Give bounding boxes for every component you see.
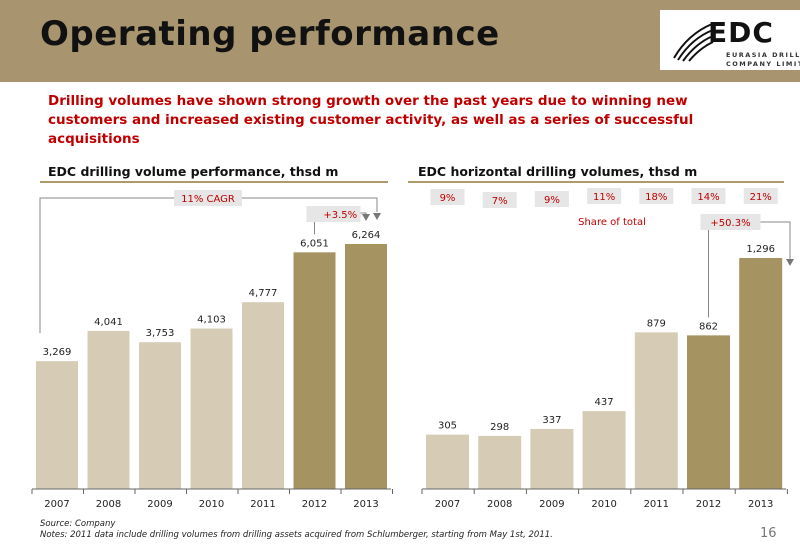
- cagr-badge-bg: [174, 190, 242, 206]
- left-bar-2009: [139, 342, 181, 489]
- share-badge-2010: 11%: [593, 192, 615, 203]
- page-number: 16: [760, 526, 777, 541]
- footnote: Notes: 2011 data include drilling volume…: [40, 530, 553, 540]
- growth-arrow: [362, 214, 370, 221]
- right-value-label-2012: 862: [699, 321, 718, 332]
- swoosh-logo-icon: [673, 23, 714, 62]
- left-value-label-2010: 4,103: [197, 315, 226, 326]
- left-tick-label-2008: 2008: [96, 499, 121, 510]
- page-title: Operating performance: [40, 14, 500, 54]
- right-chart-rule: [408, 181, 784, 183]
- right-value-label-2010: 437: [595, 397, 614, 408]
- right-value-label-2009: 337: [542, 415, 561, 426]
- right-tick-label-2010: 2010: [591, 499, 616, 510]
- left-bar-2007: [36, 361, 78, 489]
- share-badge-bg-2012: [691, 188, 726, 204]
- header-bar: Operating performance EDC EURASIA DRILLI…: [0, 0, 800, 82]
- right-chart-title: EDC horizontal drilling volumes, thsd m: [418, 164, 698, 179]
- left-tick-label-2013: 2013: [353, 499, 378, 510]
- right-tick-label-2011: 2011: [644, 499, 669, 510]
- left-value-label-2008: 4,041: [94, 317, 123, 328]
- share-badge-bg-2010: [587, 188, 622, 204]
- left-value-label-2007: 3,269: [43, 347, 72, 358]
- right-tick-label-2012: 2012: [696, 499, 721, 510]
- right-value-label-2007: 305: [438, 421, 457, 432]
- left-bar-2013: [345, 244, 387, 489]
- share-badge-2007: 9%: [440, 193, 456, 204]
- left-tick-label-2011: 2011: [250, 499, 275, 510]
- right-tick-label-2009: 2009: [539, 499, 564, 510]
- growth-badge-right-text: +50.3%: [710, 218, 750, 229]
- growth-badge-bg: [306, 206, 361, 222]
- right-value-label-2008: 298: [490, 422, 509, 433]
- right-value-label-2011: 879: [647, 318, 666, 329]
- share-badge-bg-2007: [430, 189, 465, 205]
- share-badge-2009: 9%: [544, 195, 560, 206]
- share-badge-2011: 18%: [645, 192, 667, 203]
- left-bar-2012: [293, 252, 336, 489]
- share-badge-bg-2013: [743, 188, 778, 204]
- left-value-label-2013: 6,264: [352, 230, 381, 241]
- source-note: Source: Company: [40, 519, 116, 529]
- left-value-label-2012: 6,051: [300, 238, 329, 249]
- right-bar-2012: [687, 335, 730, 489]
- right-bar-2013: [739, 258, 783, 489]
- cagr-badge-text: 11% CAGR: [181, 194, 235, 205]
- growth-badge-text: +3.5%: [323, 210, 357, 221]
- share-badge-2013: 21%: [750, 192, 772, 203]
- left-value-label-2011: 4,777: [249, 288, 278, 299]
- logo-line-1: EURASIA DRILLING: [726, 51, 800, 59]
- left-bar-2010: [190, 328, 233, 489]
- share-badge-2008: 7%: [492, 196, 508, 207]
- left-bar-2008: [87, 330, 130, 489]
- left-bar-2011: [242, 302, 284, 489]
- left-value-label-2009: 3,753: [146, 328, 175, 339]
- left-tick-label-2007: 2007: [44, 499, 69, 510]
- left-chart-rule: [40, 181, 388, 183]
- growth-arrow-right: [786, 259, 794, 266]
- logo-wordmark: EDC: [708, 16, 774, 49]
- left-tick-label-2010: 2010: [199, 499, 224, 510]
- growth-badge-right-bg: [700, 214, 761, 230]
- left-chart-title: EDC drilling volume performance, thsd m: [48, 164, 339, 179]
- left-tick-label-2009: 2009: [147, 499, 172, 510]
- right-bar-2010: [582, 411, 626, 489]
- share-badge-2012: 14%: [697, 192, 719, 203]
- right-value-label-2013: 1,296: [746, 244, 775, 255]
- right-bar-2008: [478, 435, 522, 489]
- logo-line-2: COMPANY LIMITED: [726, 60, 800, 68]
- share-badge-bg-2008: [482, 192, 517, 208]
- right-tick-label-2008: 2008: [487, 499, 512, 510]
- right-bar-2011: [634, 332, 678, 489]
- cagr-arrow: [373, 213, 381, 220]
- slide-subtitle: Drilling volumes have shown strong growt…: [48, 93, 694, 147]
- share-badge-bg-2011: [639, 188, 674, 204]
- left-tick-label-2012: 2012: [302, 499, 327, 510]
- company-logo: EDC EURASIA DRILLING COMPANY LIMITED: [660, 10, 800, 70]
- right-bar-2009: [530, 428, 574, 489]
- right-tick-label-2007: 2007: [435, 499, 460, 510]
- right-bar-2007: [426, 434, 469, 489]
- share-of-total-label: Share of total: [578, 217, 646, 228]
- right-tick-label-2013: 2013: [748, 499, 773, 510]
- share-badge-bg-2009: [534, 191, 569, 207]
